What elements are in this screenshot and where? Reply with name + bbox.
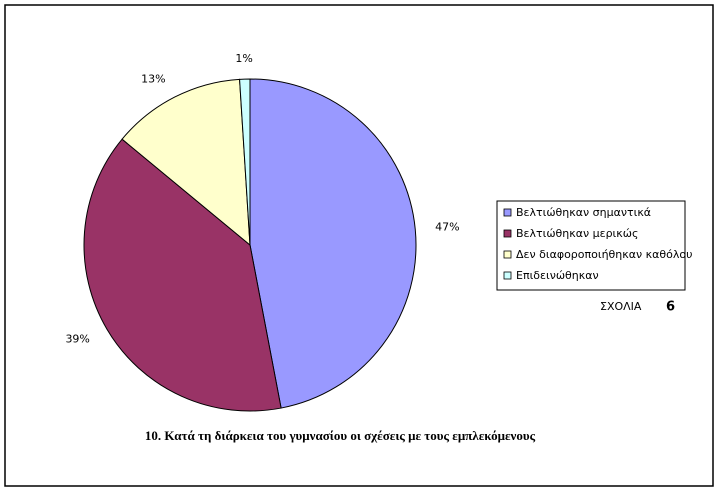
pie-slice (249, 78, 417, 409)
legend-swatch (503, 250, 512, 259)
pie-slice (121, 78, 251, 247)
legend-box (496, 200, 686, 291)
legend-swatch (503, 271, 512, 280)
slice-label: 13% (141, 72, 165, 85)
note-label: ΣΧΟΛΙΑ (600, 300, 642, 313)
legend-label: Επιδεινώθηκαν (516, 269, 599, 282)
slice-label: 1% (235, 52, 252, 65)
chart-title: 10. Κατά τη διάρκεια του γυμνασίου οι σχ… (145, 428, 536, 443)
note-value: 6 (666, 300, 675, 315)
pie-slice (239, 78, 251, 246)
legend-label: Βελτιώθηκαν σημαντικά (516, 206, 651, 219)
slice-label: 47% (435, 220, 459, 233)
slice-label: 39% (65, 333, 89, 346)
legend-swatch (503, 229, 512, 238)
legend-label: Βελτιώθηκαν μερικώς (516, 227, 638, 240)
pie-slice (83, 138, 282, 412)
legend-label: Δεν διαφοροποιήθηκαν καθόλου (516, 248, 692, 261)
legend-swatch (503, 208, 512, 217)
